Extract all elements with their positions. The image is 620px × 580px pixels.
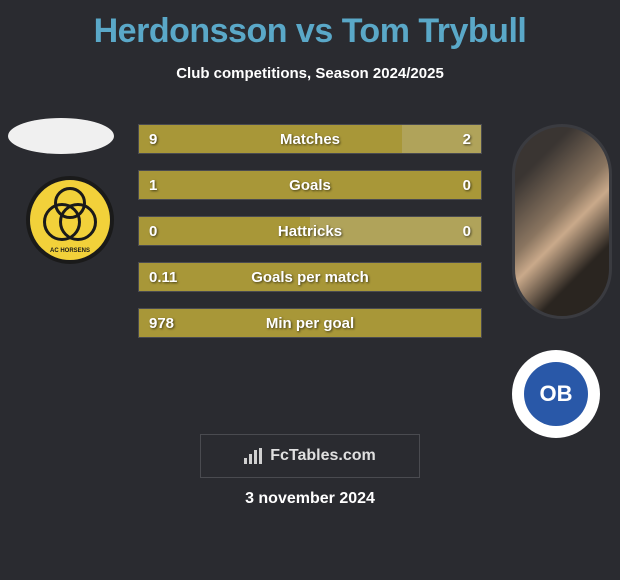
player-right-badge: OB [512,350,600,438]
horsens-rings-icon [43,193,97,247]
subtitle: Club competitions, Season 2024/2025 [0,65,620,82]
stat-bar-left [139,125,402,153]
stat-bar-right [402,125,481,153]
ob-badge-inner: OB [524,362,588,426]
stat-bar-left [139,171,481,199]
stats-table: 92Matches 10Goals 00Hattricks 0.11Goals per… [138,124,482,354]
date-label: 3 november 2024 [0,490,620,508]
stat-row: 92Matches [138,124,482,154]
stat-bar-left [139,217,310,245]
player-left-badge: AC HORSENS [26,176,114,264]
badge-left-label: AC HORSENS [30,248,110,254]
stat-row: 978Min per goal [138,308,482,338]
stat-bar-left [139,309,481,337]
player-left-photo [8,118,114,154]
badge-right-text: OB [540,381,573,407]
stat-row: 10Goals [138,170,482,200]
stat-row: 00Hattricks [138,216,482,246]
stat-row: 0.11Goals per match [138,262,482,292]
bars-icon [244,448,264,464]
watermark-text: FcTables.com [270,447,376,465]
comparison-card: Herdonsson vs Tom Trybull Club competiti… [0,0,620,580]
player-right-photo [512,124,612,319]
page-title: Herdonsson vs Tom Trybull [0,0,620,51]
stat-bar-left [139,263,481,291]
watermark: FcTables.com [200,434,420,478]
stat-bar-right [310,217,481,245]
